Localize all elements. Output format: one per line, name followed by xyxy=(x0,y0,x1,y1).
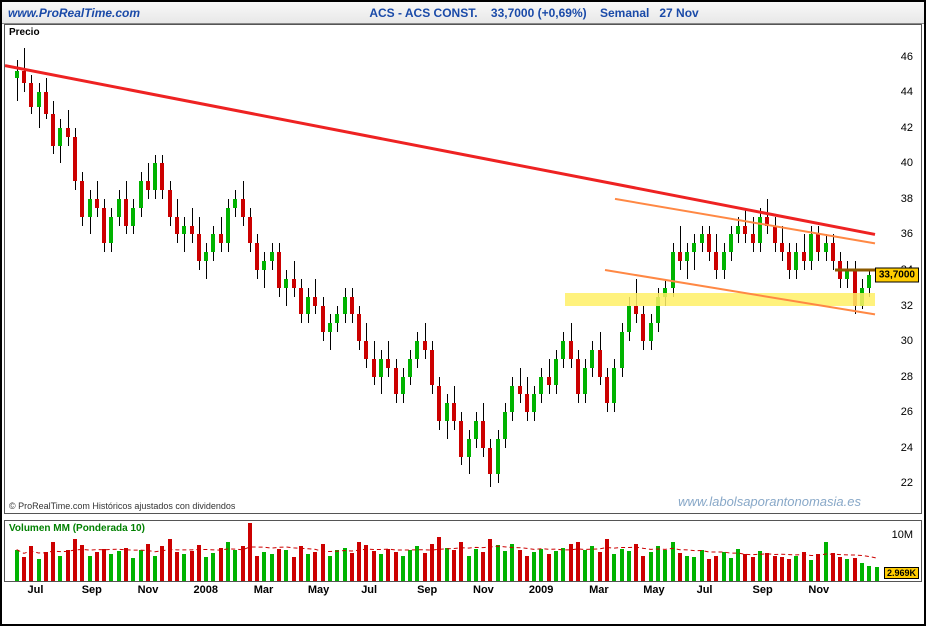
title-bar: www.ProRealTime.com ACS - ACS CONST. 33,… xyxy=(2,2,924,24)
current-volume-tag: 2.969K xyxy=(884,567,919,579)
price-panel-label: Precio xyxy=(9,27,40,38)
volume-ytick: 10M xyxy=(892,529,913,541)
current-price-tag: 33,7000 xyxy=(875,268,919,283)
copyright-text: © ProRealTime.com Históricos ajustados c… xyxy=(9,501,235,511)
last-price: 33,7000 xyxy=(491,6,534,20)
chart-title: ACS - ACS CONST. 33,7000 (+0,69%) Semana… xyxy=(150,6,918,20)
trendlines-overlay xyxy=(5,25,923,513)
watermark-text: www.labolsaporantonomasia.es xyxy=(678,494,861,509)
volume-panel-label: Volumen MM (Ponderada 10) xyxy=(9,523,145,534)
chart-window: www.ProRealTime.com ACS - ACS CONST. 33,… xyxy=(0,0,926,626)
date-label: 27 Nov xyxy=(659,6,698,20)
symbol-name: ACS - ACS CONST. xyxy=(369,6,477,20)
time-axis: JulSepNov2008MarMayJulSepNov2009MarMayJu… xyxy=(4,582,922,622)
price-panel[interactable]: Precio 22242628303234363840424446 33,700… xyxy=(4,24,922,514)
source-url: www.ProRealTime.com xyxy=(8,6,140,20)
volume-panel[interactable]: Volumen MM (Ponderada 10) 10M 2.969K xyxy=(4,520,922,582)
period-label: Semanal xyxy=(600,6,649,20)
price-change: (+0,69%) xyxy=(538,6,587,20)
